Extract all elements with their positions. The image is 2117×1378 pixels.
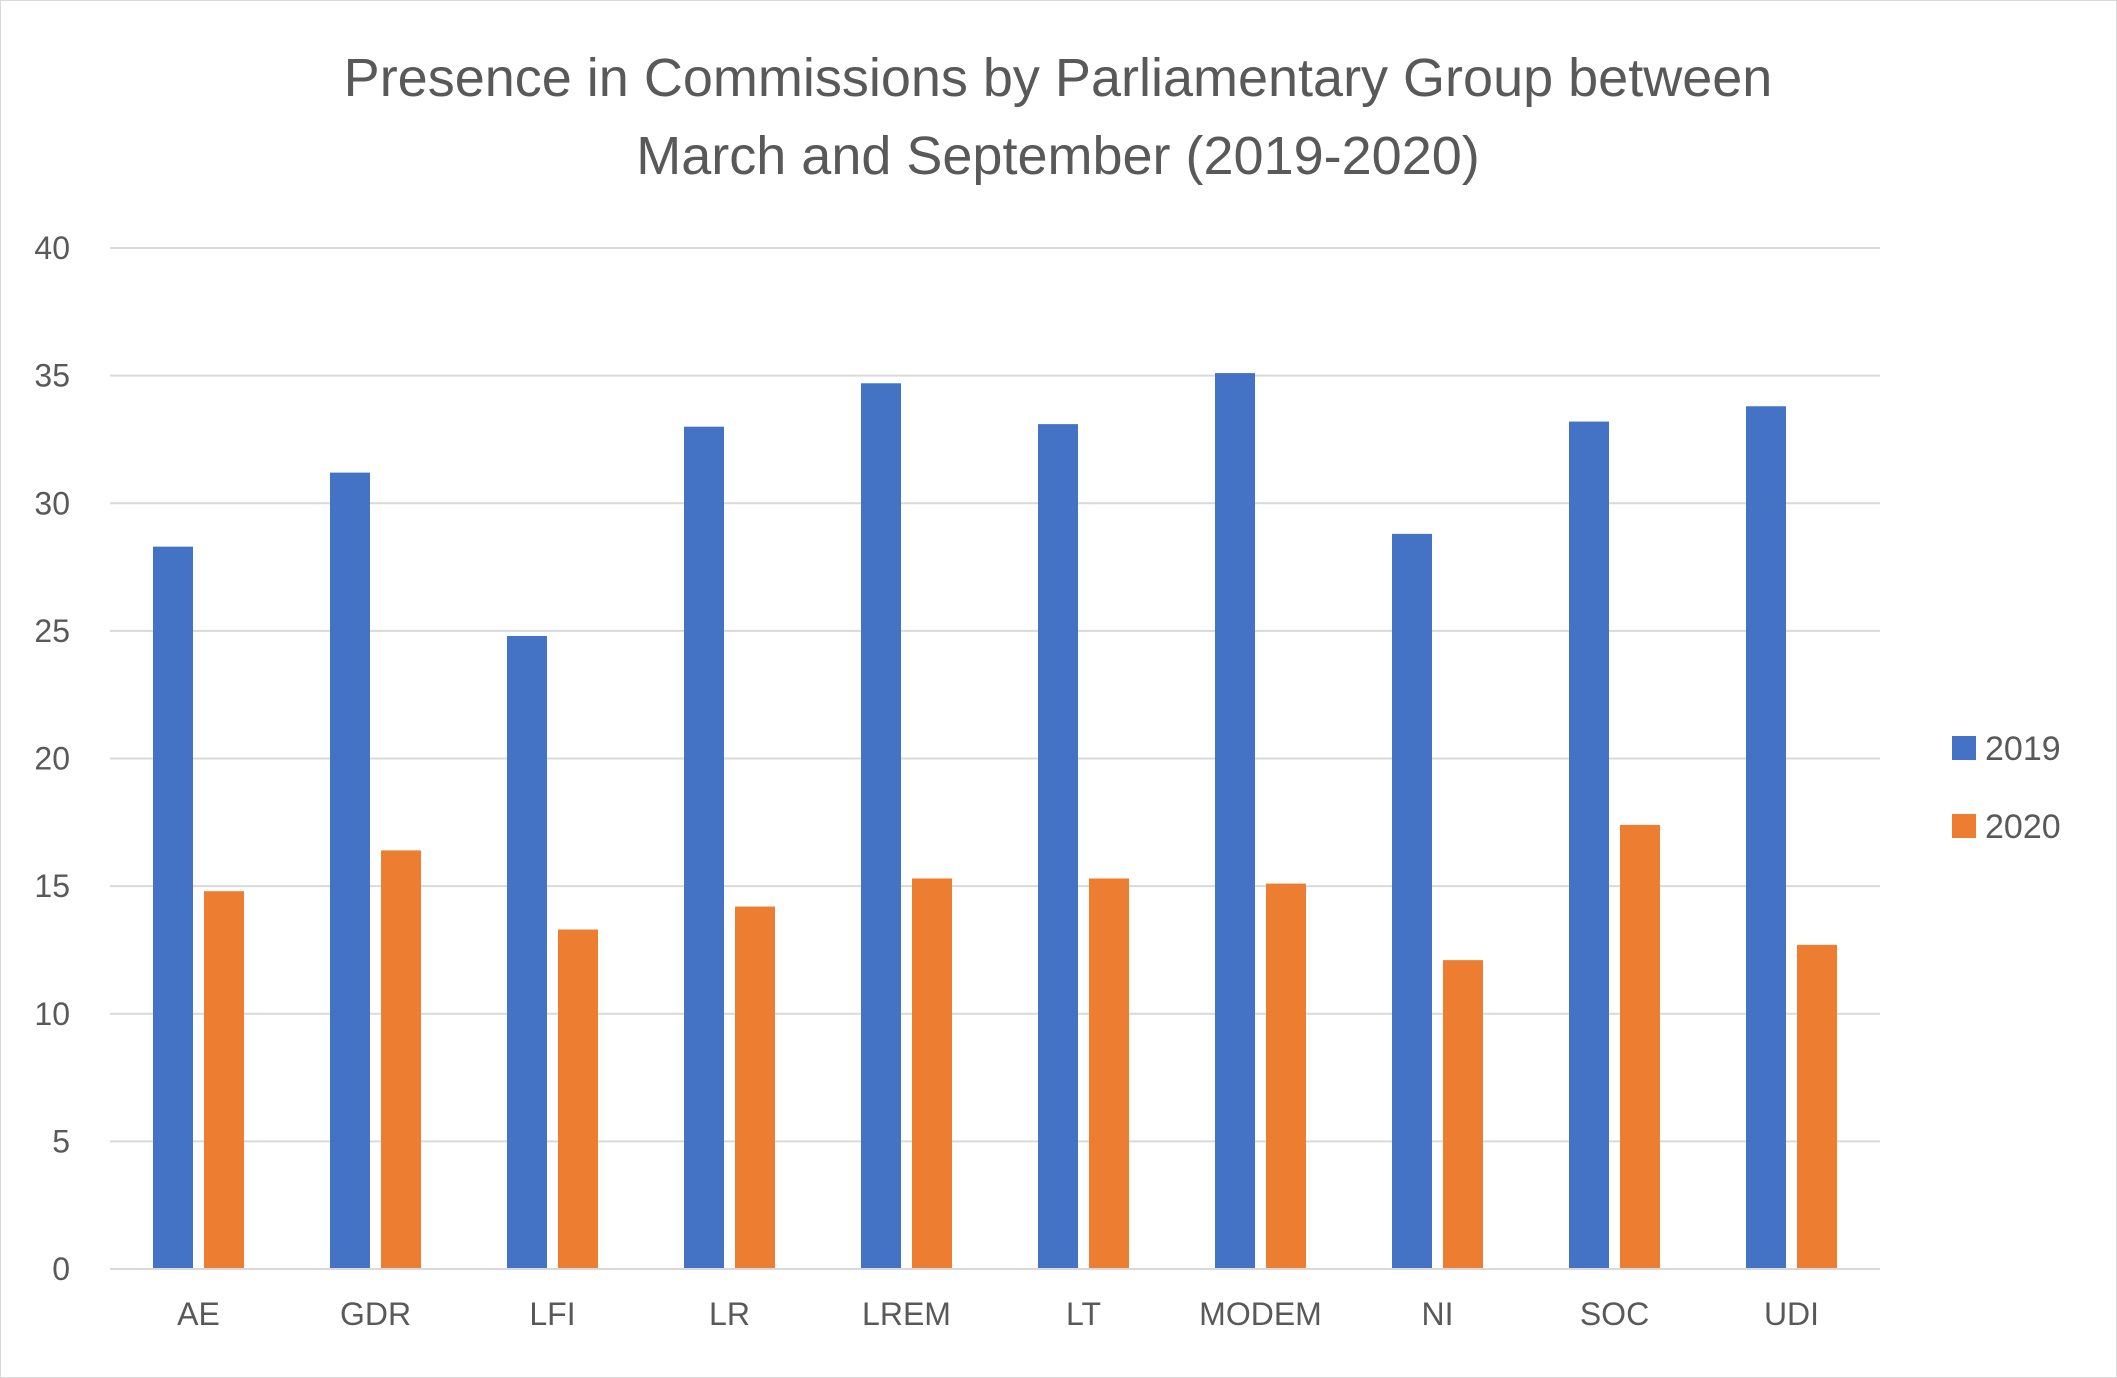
x-tick-label: GDR [340, 1296, 411, 1332]
bar-2020-soc [1620, 824, 1660, 1269]
bar-2020-lfi [558, 929, 598, 1269]
bar-2020-udi [1797, 944, 1837, 1269]
bar-2020-ae [204, 891, 244, 1269]
bar-2020-lrem [912, 878, 952, 1269]
y-tick-label: 25 [34, 613, 70, 649]
bar-2019-gdr [330, 472, 370, 1269]
y-tick-label: 35 [34, 358, 70, 394]
x-tick-label: LREM [862, 1296, 951, 1332]
bar-2019-lt [1038, 424, 1078, 1269]
legend-label-2019: 2019 [1985, 730, 2061, 768]
bar-2019-modem [1215, 373, 1255, 1269]
y-tick-label: 30 [34, 485, 70, 521]
bars [153, 373, 1837, 1270]
x-tick-label: LR [709, 1296, 750, 1332]
x-axis: AE GDR LFI LR LREM LT MODEM NI SOC UDI [110, 1268, 1880, 1332]
bar-2020-gdr [381, 850, 421, 1269]
y-tick-label: 40 [34, 230, 70, 266]
y-tick-label: 5 [52, 1123, 70, 1159]
y-axis: 0 5 10 15 20 25 30 35 40 [34, 230, 70, 1287]
y-tick-label: 0 [52, 1251, 70, 1287]
bar-2020-ni [1443, 960, 1483, 1269]
y-tick-label: 20 [34, 741, 70, 777]
legend-swatch-2019 [1952, 736, 1976, 760]
x-tick-label: LFI [529, 1296, 575, 1332]
chart-title-line-1: Presence in Commissions by Parliamentary… [344, 48, 1773, 108]
y-tick-label: 10 [34, 996, 70, 1032]
x-tick-label: NI [1422, 1296, 1454, 1332]
bar-2020-modem [1266, 883, 1306, 1269]
legend: 2019 2020 [1952, 730, 2061, 846]
chart-title-line-2: March and September (2019-2020) [636, 126, 1480, 186]
bar-2019-udi [1746, 406, 1786, 1269]
y-tick-label: 15 [34, 868, 70, 904]
x-tick-label: LT [1066, 1296, 1101, 1332]
bar-2020-lt [1089, 878, 1129, 1269]
bar-2019-lfi [507, 635, 547, 1269]
bar-2019-soc [1569, 421, 1609, 1269]
legend-swatch-2020 [1952, 814, 1976, 838]
x-tick-label: SOC [1580, 1296, 1649, 1332]
x-tick-label: AE [177, 1296, 220, 1332]
gridlines [110, 247, 1880, 1270]
legend-label-2020: 2020 [1985, 808, 2061, 846]
x-tick-label: MODEM [1199, 1296, 1322, 1332]
bar-2020-lr [735, 906, 775, 1269]
bar-2019-ae [153, 546, 193, 1269]
bar-2019-lrem [861, 383, 901, 1270]
bar-2019-ni [1392, 533, 1432, 1269]
bar-2019-lr [684, 426, 724, 1269]
x-tick-label: UDI [1764, 1296, 1819, 1332]
